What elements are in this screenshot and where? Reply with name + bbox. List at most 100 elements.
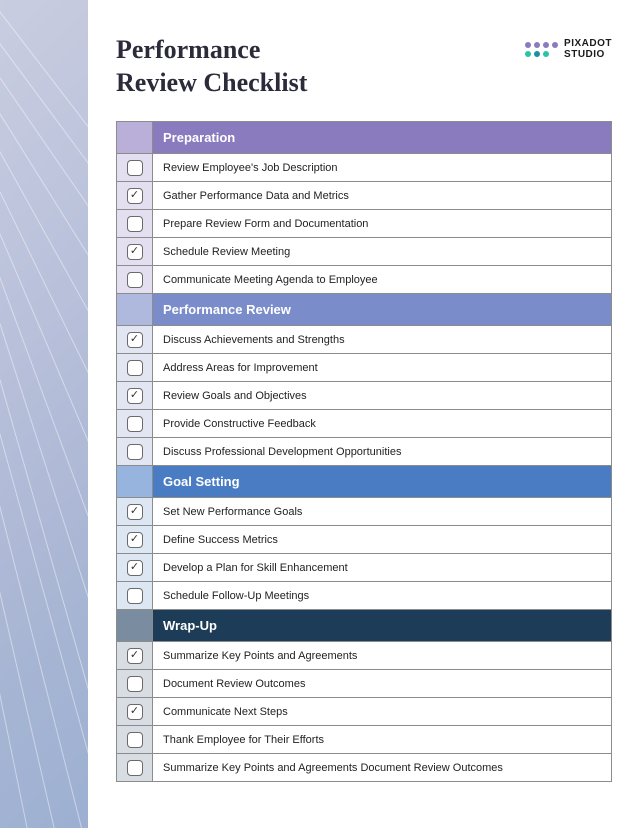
checkbox[interactable] — [127, 188, 143, 204]
checkbox[interactable] — [127, 704, 143, 720]
header: Performance Review Checklist PIXADOT STU… — [116, 34, 612, 99]
checklist-item-text: Provide Constructive Feedback — [153, 410, 611, 437]
checkbox-cell — [117, 354, 153, 381]
checklist-row: Communicate Next Steps — [117, 697, 611, 725]
checklist-row: Prepare Review Form and Documentation — [117, 209, 611, 237]
checkbox[interactable] — [127, 416, 143, 432]
checklist-item-text: Schedule Follow-Up Meetings — [153, 582, 611, 609]
checklist-item-text: Schedule Review Meeting — [153, 238, 611, 265]
logo-text: PIXADOT STUDIO — [564, 38, 612, 60]
checkbox-cell — [117, 554, 153, 581]
checklist-row: Gather Performance Data and Metrics — [117, 181, 611, 209]
checkbox[interactable] — [127, 504, 143, 520]
checklist-item-text: Communicate Meeting Agenda to Employee — [153, 266, 611, 293]
checklist-item-text: Summarize Key Points and Agreements Docu… — [153, 754, 611, 781]
section-label: Preparation — [153, 122, 611, 153]
checklist-item-text: Define Success Metrics — [153, 526, 611, 553]
checkbox[interactable] — [127, 160, 143, 176]
section-header: Goal Setting — [117, 465, 611, 497]
checklist-item-text: Document Review Outcomes — [153, 670, 611, 697]
checklist-item-text: Communicate Next Steps — [153, 698, 611, 725]
section-label: Performance Review — [153, 294, 611, 325]
checkbox[interactable] — [127, 388, 143, 404]
section-header-chkcol — [117, 610, 153, 641]
checklist-row: Provide Constructive Feedback — [117, 409, 611, 437]
checklist-table: PreparationReview Employee's Job Descrip… — [116, 121, 612, 782]
section-label: Goal Setting — [153, 466, 611, 497]
checklist-row: Address Areas for Improvement — [117, 353, 611, 381]
checklist-item-text: Discuss Achievements and Strengths — [153, 326, 611, 353]
page-title: Performance Review Checklist — [116, 34, 307, 99]
checklist-item-text: Prepare Review Form and Documentation — [153, 210, 611, 237]
checkbox[interactable] — [127, 588, 143, 604]
checkbox[interactable] — [127, 444, 143, 460]
checkbox[interactable] — [127, 216, 143, 232]
checkbox-cell — [117, 526, 153, 553]
checklist-row: Summarize Key Points and Agreements — [117, 641, 611, 669]
checkbox-cell — [117, 210, 153, 237]
checkbox-cell — [117, 642, 153, 669]
checkbox-cell — [117, 438, 153, 465]
section-header-chkcol — [117, 294, 153, 325]
title-line-1: Performance — [116, 34, 307, 67]
section-header: Wrap-Up — [117, 609, 611, 641]
checklist-row: Discuss Professional Development Opportu… — [117, 437, 611, 465]
checklist-item-text: Review Employee's Job Description — [153, 154, 611, 181]
checkbox-cell — [117, 326, 153, 353]
section-header-chkcol — [117, 466, 153, 497]
logo-text-line-1: PIXADOT — [564, 38, 612, 49]
checkbox[interactable] — [127, 676, 143, 692]
checklist-row: Discuss Achievements and Strengths — [117, 325, 611, 353]
checkbox[interactable] — [127, 648, 143, 664]
checkbox-cell — [117, 582, 153, 609]
checklist-item-text: Set New Performance Goals — [153, 498, 611, 525]
section-header: Performance Review — [117, 293, 611, 325]
checkbox[interactable] — [127, 560, 143, 576]
checkbox[interactable] — [127, 332, 143, 348]
checkbox-cell — [117, 698, 153, 725]
checkbox[interactable] — [127, 532, 143, 548]
checkbox-cell — [117, 498, 153, 525]
page-content: Performance Review Checklist PIXADOT STU… — [88, 0, 640, 802]
checkbox[interactable] — [127, 760, 143, 776]
checklist-item-text: Thank Employee for Their Efforts — [153, 726, 611, 753]
checklist-item-text: Gather Performance Data and Metrics — [153, 182, 611, 209]
checkbox[interactable] — [127, 244, 143, 260]
section-header-chkcol — [117, 122, 153, 153]
checkbox-cell — [117, 410, 153, 437]
checklist-row: Thank Employee for Their Efforts — [117, 725, 611, 753]
section-header: Preparation — [117, 122, 611, 153]
decorative-sidebar — [0, 0, 88, 828]
checklist-row: Review Goals and Objectives — [117, 381, 611, 409]
checklist-row: Document Review Outcomes — [117, 669, 611, 697]
checklist-row: Define Success Metrics — [117, 525, 611, 553]
checkbox[interactable] — [127, 732, 143, 748]
checklist-row: Develop a Plan for Skill Enhancement — [117, 553, 611, 581]
checkbox[interactable] — [127, 272, 143, 288]
checklist-item-text: Review Goals and Objectives — [153, 382, 611, 409]
checkbox-cell — [117, 154, 153, 181]
checklist-row: Schedule Follow-Up Meetings — [117, 581, 611, 609]
checkbox-cell — [117, 238, 153, 265]
checkbox-cell — [117, 726, 153, 753]
checklist-item-text: Discuss Professional Development Opportu… — [153, 438, 611, 465]
checklist-item-text: Address Areas for Improvement — [153, 354, 611, 381]
checklist-row: Communicate Meeting Agenda to Employee — [117, 265, 611, 293]
checkbox-cell — [117, 266, 153, 293]
checklist-item-text: Develop a Plan for Skill Enhancement — [153, 554, 611, 581]
checklist-item-text: Summarize Key Points and Agreements — [153, 642, 611, 669]
logo-dots-icon — [525, 42, 558, 57]
checkbox-cell — [117, 182, 153, 209]
checkbox[interactable] — [127, 360, 143, 376]
brand-logo: PIXADOT STUDIO — [525, 38, 612, 60]
checklist-row: Summarize Key Points and Agreements Docu… — [117, 753, 611, 781]
checklist-row: Set New Performance Goals — [117, 497, 611, 525]
checkbox-cell — [117, 382, 153, 409]
logo-text-line-2: STUDIO — [564, 49, 612, 60]
checklist-row: Review Employee's Job Description — [117, 153, 611, 181]
checkbox-cell — [117, 754, 153, 781]
checklist-row: Schedule Review Meeting — [117, 237, 611, 265]
section-label: Wrap-Up — [153, 610, 611, 641]
title-line-2: Review Checklist — [116, 67, 307, 100]
checkbox-cell — [117, 670, 153, 697]
